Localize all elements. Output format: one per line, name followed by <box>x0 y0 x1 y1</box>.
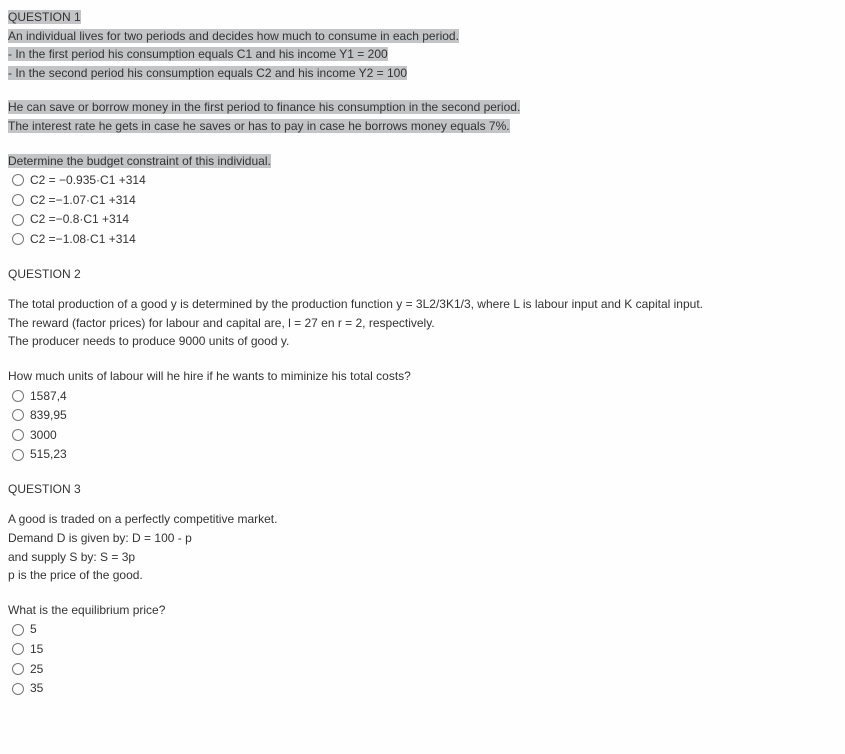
question-2-block: QUESTION 2 The total production of a goo… <box>8 265 837 464</box>
q3-radio-4[interactable] <box>12 683 24 695</box>
q3-intro-line-3: and supply S by: S = 3p <box>8 548 837 567</box>
q1-intro-text-2: - In the first period his consumption eq… <box>8 47 388 61</box>
q2-option-3[interactable]: 3000 <box>12 426 837 445</box>
q3-option-3[interactable]: 25 <box>12 660 837 679</box>
q1-intro-text-1: An individual lives for two periods and … <box>8 29 459 43</box>
q1-radio-2[interactable] <box>12 194 24 206</box>
q1-option-label-4: C2 =−1.08·C1 +314 <box>30 230 136 249</box>
q1-intro-line-4: He can save or borrow money in the first… <box>8 98 837 117</box>
q2-option-label-4: 515,23 <box>30 445 67 464</box>
q1-option-label-1: C2 = −0.935·C1 +314 <box>30 171 146 190</box>
q1-prompt-text: Determine the budget constraint of this … <box>8 154 271 168</box>
q1-intro-text-3: - In the second period his consumption e… <box>8 66 407 80</box>
q3-option-2[interactable]: 15 <box>12 640 837 659</box>
q1-intro-text-5: The interest rate he gets in case he sav… <box>8 119 510 133</box>
q1-radio-1[interactable] <box>12 174 24 186</box>
q1-prompt: Determine the budget constraint of this … <box>8 152 837 171</box>
q3-radio-1[interactable] <box>12 624 24 636</box>
q1-option-label-3: C2 =−0.8·C1 +314 <box>30 210 129 229</box>
q2-option-label-2: 839,95 <box>30 406 67 425</box>
q2-option-1[interactable]: 1587,4 <box>12 387 837 406</box>
q3-radio-3[interactable] <box>12 663 24 675</box>
q2-intro-line-1: The total production of a good y is dete… <box>8 295 837 314</box>
q3-intro-line-1: A good is traded on a perfectly competit… <box>8 510 837 529</box>
q1-intro-line-5: The interest rate he gets in case he sav… <box>8 117 837 136</box>
q3-option-label-4: 35 <box>30 679 43 698</box>
q1-radio-4[interactable] <box>12 233 24 245</box>
q2-option-4[interactable]: 515,23 <box>12 445 837 464</box>
q2-option-label-1: 1587,4 <box>30 387 67 406</box>
q3-option-4[interactable]: 35 <box>12 679 837 698</box>
q3-prompt: What is the equilibrium price? <box>8 601 837 620</box>
q2-radio-3[interactable] <box>12 429 24 441</box>
question-3-title: QUESTION 3 <box>8 480 837 499</box>
q3-option-1[interactable]: 5 <box>12 620 837 639</box>
question-1-title: QUESTION 1 <box>8 8 837 27</box>
q3-option-label-3: 25 <box>30 660 43 679</box>
q2-option-2[interactable]: 839,95 <box>12 406 837 425</box>
q1-option-label-2: C2 =−1.07·C1 +314 <box>30 191 136 210</box>
q3-intro-line-2: Demand D is given by: D = 100 - p <box>8 529 837 548</box>
q2-prompt: How much units of labour will he hire if… <box>8 367 837 386</box>
q2-radio-1[interactable] <box>12 390 24 402</box>
q3-option-label-1: 5 <box>30 620 37 639</box>
q1-option-4[interactable]: C2 =−1.08·C1 +314 <box>12 230 837 249</box>
q1-option-2[interactable]: C2 =−1.07·C1 +314 <box>12 191 837 210</box>
q1-radio-3[interactable] <box>12 214 24 226</box>
q2-intro-line-3: The producer needs to produce 9000 units… <box>8 332 837 351</box>
q2-radio-4[interactable] <box>12 449 24 461</box>
q1-option-3[interactable]: C2 =−0.8·C1 +314 <box>12 210 837 229</box>
question-1-block: QUESTION 1 An individual lives for two p… <box>8 8 837 249</box>
q2-radio-2[interactable] <box>12 409 24 421</box>
q3-option-label-2: 15 <box>30 640 43 659</box>
q1-intro-text-4: He can save or borrow money in the first… <box>8 100 520 114</box>
q1-intro-line-2: - In the first period his consumption eq… <box>8 45 837 64</box>
question-3-block: QUESTION 3 A good is traded on a perfect… <box>8 480 837 698</box>
q2-intro-line-2: The reward (factor prices) for labour an… <box>8 314 837 333</box>
q1-option-1[interactable]: C2 = −0.935·C1 +314 <box>12 171 837 190</box>
q3-radio-2[interactable] <box>12 643 24 655</box>
q1-intro-line-3: - In the second period his consumption e… <box>8 64 837 83</box>
q2-option-label-3: 3000 <box>30 426 57 445</box>
question-1-title-text: QUESTION 1 <box>8 10 81 24</box>
question-2-title: QUESTION 2 <box>8 265 837 284</box>
q1-intro-line-1: An individual lives for two periods and … <box>8 27 837 46</box>
q3-intro-line-4: p is the price of the good. <box>8 566 837 585</box>
